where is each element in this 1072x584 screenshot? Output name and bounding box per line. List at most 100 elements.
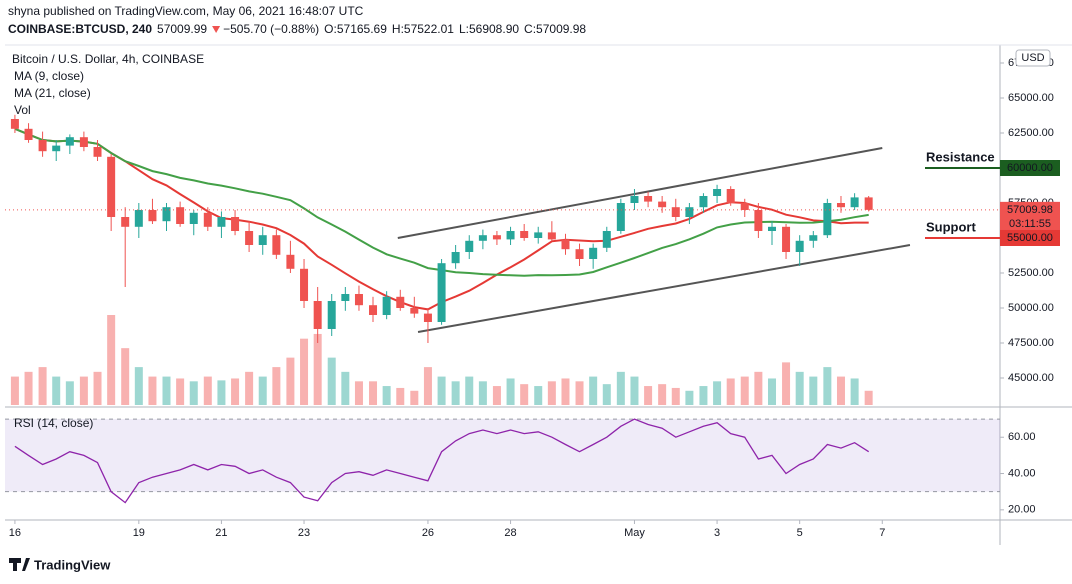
volume-bar [217, 380, 226, 405]
last-price: 57009.99 [157, 22, 207, 36]
brand: TradingView [34, 557, 111, 572]
change: −505.70 (−0.88%) [223, 22, 319, 36]
volume-bar [286, 357, 295, 405]
candle-body [602, 230, 611, 248]
candle-body [864, 197, 873, 210]
candle-body [396, 296, 405, 308]
volume-bar [658, 384, 667, 405]
ma-legend: MA (9, close) [14, 69, 84, 83]
publisher: shyna published on TradingView.com, May … [8, 4, 364, 18]
candle-body [24, 128, 33, 141]
volume-bar [327, 357, 336, 405]
candle-body [754, 209, 763, 231]
candle-body [79, 137, 88, 148]
y-tick-label: 65000.00 [1008, 92, 1054, 104]
volume-bar [162, 376, 171, 405]
candle-body [423, 313, 432, 322]
level-tag-label: 60000.00 [1007, 162, 1053, 174]
volume-bar [79, 376, 88, 405]
candle-body [300, 268, 309, 301]
x-tick-label: 19 [133, 527, 145, 539]
candle-body [369, 305, 378, 315]
candle-body [313, 300, 322, 329]
candle-body [286, 254, 295, 269]
y-tick-label: 62500.00 [1008, 127, 1054, 139]
volume-bar [850, 378, 859, 405]
candle-body [451, 251, 460, 264]
ohlc-label: O: [324, 22, 337, 36]
volume-bar [740, 376, 749, 405]
ohlc-label: L: [459, 22, 469, 36]
volume-bar [148, 376, 157, 405]
volume-legend: Vol [14, 103, 31, 117]
candle-body [245, 230, 254, 245]
candle-body [630, 195, 639, 203]
candle-body [382, 296, 391, 315]
candle-body [534, 232, 543, 238]
logo-icon [22, 558, 30, 571]
volume-bar [616, 371, 625, 405]
x-tick-label: 26 [422, 527, 434, 539]
candle-body [589, 247, 598, 259]
candle-body [616, 202, 625, 231]
volume-bar [313, 333, 322, 405]
candle-body [341, 293, 350, 301]
candle-body [437, 263, 446, 322]
y-tick-label: 45000.00 [1008, 372, 1054, 384]
volume-bar [836, 376, 845, 405]
x-tick-label: May [624, 527, 645, 539]
candle-body [658, 201, 667, 208]
candle-body [162, 207, 171, 222]
volume-bar [382, 386, 391, 405]
currency: USD [1021, 52, 1044, 64]
candle-body [478, 235, 487, 241]
volume-bar [451, 381, 460, 405]
x-tick-label: 23 [298, 527, 310, 539]
candle-body [65, 137, 74, 146]
volume-bar [258, 376, 267, 405]
volume-bar [369, 381, 378, 405]
candle-body [272, 235, 281, 255]
candle-body [231, 216, 240, 231]
volume-bar [93, 371, 102, 405]
candle-body [644, 195, 653, 202]
rsi-tick-label: 60.00 [1008, 431, 1036, 443]
brand-logo: TradingView [9, 557, 111, 572]
candle-body [671, 207, 680, 217]
candle-body [836, 202, 845, 208]
level-tag [1000, 229, 1060, 246]
last-price-label: 57009.98 [1007, 204, 1053, 216]
volume-bar [10, 376, 19, 405]
ohlc-value: 57165.69 [337, 22, 387, 36]
level-tag [1000, 160, 1060, 177]
rsi-tick-label: 20.00 [1008, 504, 1036, 516]
countdown: 03:11:55 [1009, 218, 1051, 230]
volume-bar [575, 381, 584, 405]
volume-bar [630, 376, 639, 405]
volume-bar [478, 381, 487, 405]
volume-bar [189, 381, 198, 405]
candle-body [189, 212, 198, 224]
x-tick-label: 21 [215, 527, 227, 539]
candle-body [823, 202, 832, 236]
volume-bar [864, 390, 873, 405]
volume-bar [602, 384, 611, 405]
chart-title: Bitcoin / U.S. Dollar, 4h, COINBASE [12, 52, 204, 66]
down-arrow [212, 26, 221, 33]
volume-bar [699, 386, 708, 405]
volume-bar [231, 378, 240, 405]
candle-body [561, 239, 570, 250]
x-tick-label: 16 [9, 527, 21, 539]
level-label: Support [926, 219, 976, 234]
volume-bar [782, 362, 791, 405]
candle-body [795, 240, 804, 252]
candle-body [520, 230, 529, 238]
volume-bar [38, 367, 47, 405]
volume-bar [492, 386, 501, 405]
volume-bar [437, 376, 446, 405]
volume-bar [713, 381, 722, 405]
candle-body [685, 207, 694, 217]
volume-bar [809, 376, 818, 405]
